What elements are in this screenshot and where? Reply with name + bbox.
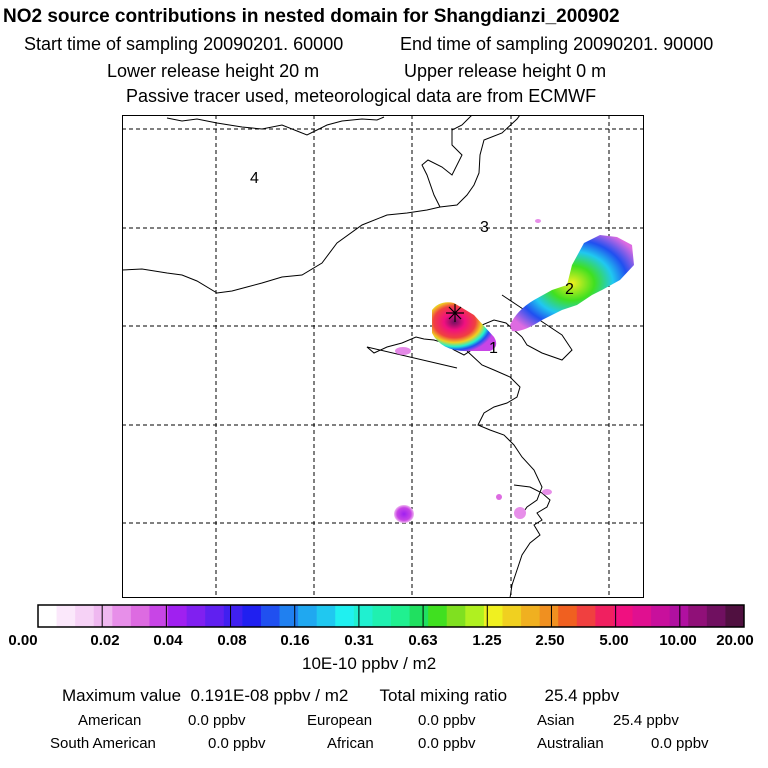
colorbar-swatch — [669, 605, 689, 627]
colorbar-label-11: 20.00 — [716, 632, 754, 649]
colorbar-swatch — [335, 605, 355, 627]
colorbar-swatch — [688, 605, 708, 627]
colorbar-swatch — [298, 605, 318, 627]
colorbar-swatch — [391, 605, 411, 627]
plot-title: NO2 source contributions in nested domai… — [3, 6, 620, 27]
region-american-value: 0.0 ppbv — [188, 712, 246, 729]
map-panel: 1 2 3 4 — [122, 115, 644, 598]
colorbar-swatch — [112, 605, 132, 627]
colorbar-swatch — [186, 605, 206, 627]
lower-release-text: Lower release height 20 m — [107, 61, 320, 81]
region-asian-name: Asian — [537, 712, 575, 729]
colorbar-label-7: 1.25 — [472, 632, 502, 649]
colorbar-swatch — [242, 605, 262, 627]
region-label-4: 4 — [250, 170, 259, 187]
colorbar-frame — [37, 604, 745, 628]
region-american-name: American — [78, 712, 142, 729]
colorbar-swatch — [353, 605, 373, 627]
total-mixing-label: Total mixing ratio — [379, 686, 508, 705]
colorbar-swatch — [38, 605, 58, 627]
end-time-text: End time of sampling 20090201. 90000 — [400, 34, 714, 54]
colorbar-swatch — [651, 605, 671, 627]
colorbar-label-5: 0.31 — [344, 632, 374, 649]
colorbar-swatch — [56, 605, 76, 627]
colorbar-label-9: 5.00 — [599, 632, 629, 649]
colorbar-swatch — [149, 605, 169, 627]
region-asian-value: 25.4 ppbv — [613, 712, 679, 729]
colorbar-label-3: 0.08 — [217, 632, 247, 649]
region-african-name: African — [327, 735, 374, 752]
region-south-american-name: South American — [50, 735, 156, 752]
region-label-1: 1 — [489, 340, 498, 357]
colorbar-swatch — [260, 605, 281, 627]
tracer-note-text: Passive tracer used, meteorological data… — [126, 86, 597, 106]
colorbar-swatch — [372, 605, 392, 627]
colorbar-swatch — [725, 605, 745, 627]
colorbar-swatch — [539, 605, 559, 627]
colorbar-swatch — [75, 605, 95, 627]
region-european-value: 0.0 ppbv — [418, 712, 476, 729]
region-label-2: 2 — [565, 281, 574, 298]
colorbar-swatch — [279, 605, 299, 627]
total-mixing-value: 25.4 ppbv — [544, 686, 620, 705]
colorbar-label-4: 0.16 — [280, 632, 310, 649]
concentration-plumes — [394, 219, 634, 523]
region-label-3: 3 — [480, 219, 489, 236]
colorbar-label-6: 0.63 — [408, 632, 438, 649]
colorbar-label-10: 10.00 — [659, 632, 697, 649]
colorbar-swatch — [130, 605, 150, 627]
map-gridlines — [122, 115, 644, 598]
country-boundaries — [122, 115, 521, 294]
max-value: 0.191E-08 ppbv / m2 — [190, 686, 349, 705]
upper-release-text: Upper release height 0 m — [404, 61, 607, 81]
colorbar-swatch — [93, 605, 113, 627]
receptor-star — [446, 304, 464, 322]
region-european-name: European — [307, 712, 373, 729]
colorbar-label-2: 0.04 — [153, 632, 183, 649]
colorbar-swatch — [521, 605, 541, 627]
region-australian-value: 0.0 ppbv — [651, 735, 709, 752]
summary-line: Maximum value 0.191E-08 ppbv / m2 Total … — [62, 686, 619, 706]
colorbar-swatch — [465, 605, 485, 627]
colorbar-swatch — [483, 605, 503, 627]
colorbar-swatch — [576, 605, 596, 627]
colorbar-swatch — [223, 605, 243, 627]
region-australian-name: Australian — [537, 735, 604, 752]
colorbar-swatch — [632, 605, 652, 627]
colorbar — [37, 604, 745, 628]
max-value-label: Maximum value — [62, 686, 182, 705]
colorbar-swatch — [558, 605, 578, 627]
colorbar-swatch — [613, 605, 634, 627]
colorbar-units: 10E-10 ppbv / m2 — [302, 654, 437, 673]
start-time-text: Start time of sampling 20090201. 60000 — [24, 34, 344, 54]
colorbar-swatch — [595, 605, 615, 627]
colorbar-swatch — [428, 605, 448, 627]
colorbar-label-0: 0.00 — [8, 632, 38, 649]
colorbar-swatch — [706, 605, 726, 627]
region-african-value: 0.0 ppbv — [418, 735, 476, 752]
colorbar-swatch — [409, 605, 429, 627]
colorbar-label-8: 2.50 — [535, 632, 565, 649]
region-south-american-value: 0.0 ppbv — [208, 735, 266, 752]
colorbar-swatch — [446, 605, 466, 627]
map-frame — [122, 115, 644, 598]
colorbar-swatch — [316, 605, 336, 627]
colorbar-swatch — [502, 605, 522, 627]
colorbar-label-1: 0.02 — [90, 632, 120, 649]
colorbar-swatch — [205, 605, 225, 627]
colorbar-swatch — [168, 605, 188, 627]
